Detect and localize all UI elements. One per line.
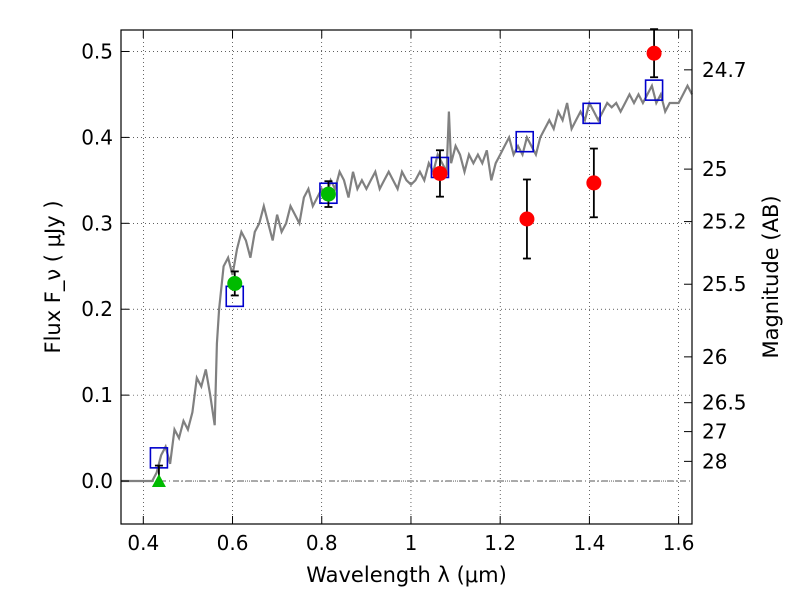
x-tick-label: 0.4 <box>127 531 159 555</box>
model-box-marker <box>644 79 664 101</box>
right-tick-label: 25.2 <box>702 210 747 234</box>
data-point <box>227 275 243 291</box>
model-box-marker <box>582 102 601 125</box>
x-tick-label: 0.8 <box>306 531 338 555</box>
upper-limit-triangle <box>151 474 166 488</box>
y-tick-label: 0.0 <box>81 469 113 493</box>
y-tick-label: 0.1 <box>81 383 113 407</box>
right-tick-label: 27 <box>702 420 727 444</box>
x-tick-label: 0.6 <box>217 531 249 555</box>
data-point <box>586 175 602 191</box>
plot-frame <box>120 29 693 525</box>
right-tick-label: 25.5 <box>702 272 747 296</box>
right-tick-label: 28 <box>702 449 727 473</box>
y-axis-label: Flux F_ν ( μJy ) <box>41 200 66 353</box>
right-tick-label: 25 <box>702 157 727 181</box>
axis-ticks: 0.4 0.6 0.8 1 1.2 1.4 1.6 0.0 0.1 0.2 0.3 0.4 0.5 24.… <box>81 30 747 555</box>
x-tick-label: 1.6 <box>663 531 695 555</box>
data-point <box>320 186 336 202</box>
template-spectrum-line <box>121 82 693 483</box>
x-tick-label: 1.4 <box>573 531 605 555</box>
y-tick-label: 0.3 <box>81 211 113 235</box>
x-tick-label: 1 <box>405 531 418 555</box>
right-tick-label: 26.5 <box>702 391 747 415</box>
right-axis-label: Magnitude (AB) <box>759 195 783 358</box>
data-point <box>432 165 448 181</box>
y-tick-label: 0.2 <box>81 297 113 321</box>
data-point <box>519 211 535 227</box>
data-point <box>646 45 662 61</box>
y-tick-label: 0.4 <box>81 125 113 149</box>
x-tick-label: 1.2 <box>484 531 516 555</box>
data-marks <box>149 28 664 488</box>
right-tick-label: 26 <box>702 345 727 369</box>
right-tick-label: 24.7 <box>702 58 747 82</box>
y-tick-label: 0.5 <box>81 39 113 63</box>
model-box-marker <box>515 130 535 153</box>
x-axis-label: Wavelength λ (μm) <box>306 563 507 587</box>
